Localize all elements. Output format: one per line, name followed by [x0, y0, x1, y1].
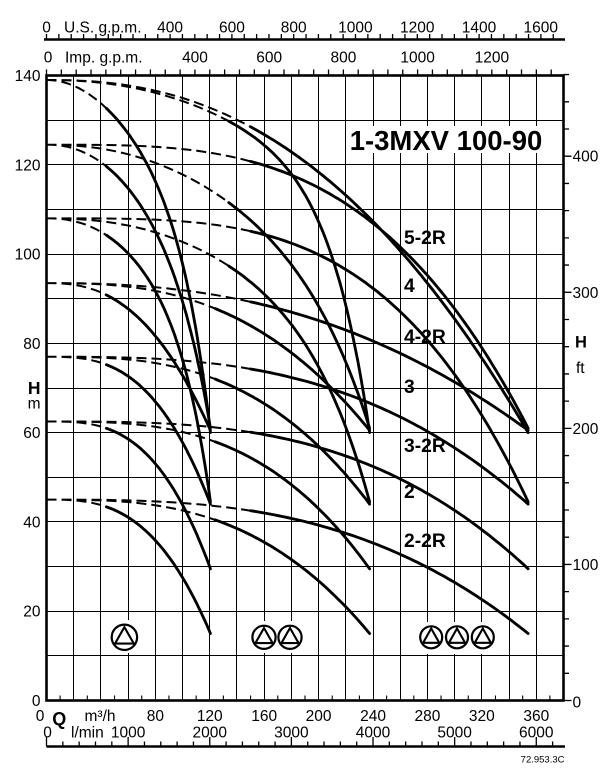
svg-text:4-2R: 4-2R	[404, 327, 446, 348]
svg-text:3: 3	[404, 377, 415, 398]
svg-text:600: 600	[219, 20, 245, 37]
svg-text:240: 240	[360, 708, 386, 725]
svg-text:100: 100	[15, 247, 41, 264]
svg-text:5000: 5000	[437, 725, 472, 742]
svg-text:U.S. g.p.m.: U.S. g.p.m.	[64, 20, 142, 37]
svg-text:1600: 1600	[523, 20, 558, 37]
svg-text:1200: 1200	[400, 20, 435, 37]
svg-text:20: 20	[23, 604, 41, 621]
svg-text:80: 80	[23, 336, 41, 353]
svg-text:0: 0	[42, 20, 51, 37]
svg-text:1400: 1400	[462, 20, 497, 37]
svg-text:3000: 3000	[274, 725, 309, 742]
svg-text:320: 320	[469, 708, 495, 725]
svg-text:360: 360	[523, 708, 549, 725]
svg-text:200: 200	[573, 421, 599, 438]
svg-text:60: 60	[23, 425, 41, 442]
svg-text:l/min: l/min	[71, 725, 104, 742]
svg-text:800: 800	[330, 50, 356, 67]
svg-text:H: H	[575, 334, 587, 352]
svg-text:1000: 1000	[400, 50, 435, 67]
svg-text:1000: 1000	[111, 725, 146, 742]
svg-text:120: 120	[15, 157, 41, 174]
svg-text:2-2R: 2-2R	[404, 531, 446, 552]
svg-text:80: 80	[147, 708, 165, 725]
svg-text:4000: 4000	[356, 725, 391, 742]
svg-text:1000: 1000	[338, 20, 373, 37]
svg-text:0: 0	[573, 695, 582, 712]
svg-text:m: m	[28, 396, 41, 413]
svg-text:0: 0	[43, 725, 52, 742]
svg-text:200: 200	[306, 708, 332, 725]
svg-text:400: 400	[573, 149, 599, 166]
svg-text:1-3MXV 100-90: 1-3MXV 100-90	[350, 125, 543, 156]
svg-text:2: 2	[404, 482, 415, 503]
svg-text:800: 800	[281, 20, 307, 37]
svg-text:m³/h: m³/h	[85, 708, 116, 725]
svg-text:400: 400	[182, 50, 208, 67]
svg-text:280: 280	[415, 708, 441, 725]
svg-text:160: 160	[251, 708, 277, 725]
svg-text:6000: 6000	[519, 725, 554, 742]
svg-text:Q: Q	[52, 709, 66, 729]
svg-text:Imp. g.p.m.: Imp. g.p.m.	[65, 50, 143, 67]
svg-text:0: 0	[32, 693, 41, 710]
svg-text:120: 120	[197, 708, 223, 725]
svg-text:2000: 2000	[193, 725, 228, 742]
svg-text:100: 100	[573, 557, 599, 574]
svg-text:5-2R: 5-2R	[404, 228, 446, 249]
svg-text:0: 0	[44, 50, 53, 67]
svg-text:140: 140	[15, 68, 41, 85]
svg-text:600: 600	[256, 50, 282, 67]
svg-text:4: 4	[404, 276, 415, 297]
svg-text:0: 0	[36, 708, 45, 725]
svg-text:3-2R: 3-2R	[404, 436, 446, 457]
svg-text:300: 300	[573, 285, 599, 302]
svg-text:1200: 1200	[475, 50, 510, 67]
svg-text:ft: ft	[576, 360, 585, 377]
svg-text:40: 40	[23, 514, 41, 531]
svg-text:72.953.3C: 72.953.3C	[521, 755, 565, 766]
svg-text:H: H	[28, 378, 41, 398]
svg-text:400: 400	[157, 20, 183, 37]
